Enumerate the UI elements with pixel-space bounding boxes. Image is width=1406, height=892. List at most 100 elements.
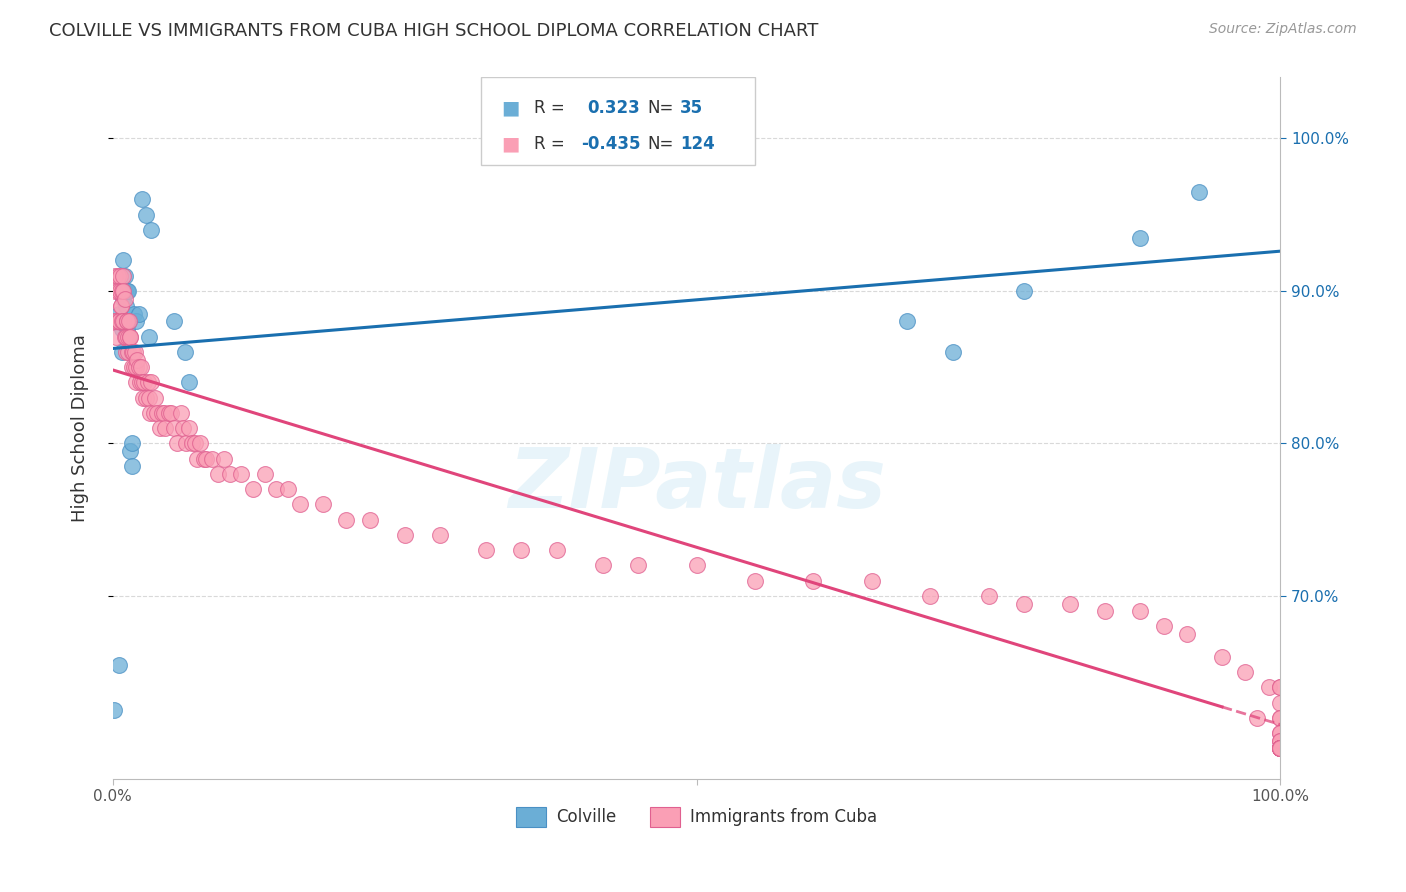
Point <box>1188 185 1211 199</box>
Point <box>1270 726 1292 740</box>
Point <box>242 482 264 496</box>
Point <box>114 329 136 343</box>
Point <box>942 345 965 359</box>
Point <box>253 467 276 481</box>
Text: 124: 124 <box>681 135 716 153</box>
Point <box>128 360 150 375</box>
Point <box>212 451 235 466</box>
Point <box>231 467 253 481</box>
Point <box>1270 741 1292 756</box>
Point <box>125 314 148 328</box>
Point <box>335 513 357 527</box>
Point <box>1012 284 1035 298</box>
Point <box>359 513 381 527</box>
Point <box>429 528 451 542</box>
Point <box>166 436 188 450</box>
Point <box>685 558 707 573</box>
Point <box>157 406 180 420</box>
Text: N=: N= <box>648 135 673 153</box>
Point <box>124 345 146 359</box>
Point <box>135 391 157 405</box>
Point <box>121 459 143 474</box>
Point <box>1270 741 1292 756</box>
Text: R =: R = <box>534 99 565 117</box>
Point <box>132 391 155 405</box>
Point <box>592 558 614 573</box>
FancyBboxPatch shape <box>481 78 755 165</box>
Point <box>312 498 335 512</box>
Point <box>1211 649 1233 664</box>
Point <box>1270 711 1292 725</box>
Point <box>1270 741 1292 756</box>
Point <box>138 391 160 405</box>
Point <box>139 406 162 420</box>
Point <box>155 421 177 435</box>
Point <box>183 436 205 450</box>
Point <box>266 482 288 496</box>
Point <box>112 314 135 328</box>
Point <box>110 299 132 313</box>
Point <box>153 406 176 420</box>
Point <box>121 360 143 375</box>
Point <box>138 329 160 343</box>
Point <box>150 406 173 420</box>
Point <box>1270 741 1292 756</box>
Point <box>112 292 135 306</box>
Point <box>107 314 129 328</box>
Point <box>162 314 184 328</box>
Point <box>1270 733 1292 747</box>
Point <box>120 329 142 343</box>
Point <box>127 352 149 367</box>
Text: R =: R = <box>534 135 565 153</box>
Point <box>1270 681 1292 695</box>
Point <box>860 574 883 588</box>
Point <box>177 376 200 390</box>
Point <box>121 345 143 359</box>
Point <box>1270 711 1292 725</box>
Point <box>111 345 134 359</box>
Text: ■: ■ <box>502 98 520 117</box>
Point <box>896 314 918 328</box>
Text: Source: ZipAtlas.com: Source: ZipAtlas.com <box>1209 22 1357 37</box>
Point <box>160 406 183 420</box>
Point <box>546 543 568 558</box>
Point <box>122 360 145 375</box>
Point <box>112 253 135 268</box>
Text: N=: N= <box>648 99 673 117</box>
Point <box>1175 627 1198 641</box>
Point <box>475 543 498 558</box>
Point <box>108 284 131 298</box>
Point <box>122 307 145 321</box>
Point <box>1270 741 1292 756</box>
Text: COLVILLE VS IMMIGRANTS FROM CUBA HIGH SCHOOL DIPLOMA CORRELATION CHART: COLVILLE VS IMMIGRANTS FROM CUBA HIGH SC… <box>49 22 818 40</box>
Point <box>172 421 194 435</box>
Point <box>121 345 143 359</box>
Text: 0.323: 0.323 <box>586 99 640 117</box>
Point <box>121 436 143 450</box>
Point <box>146 406 169 420</box>
Point <box>114 268 136 283</box>
Point <box>177 421 200 435</box>
Point <box>1246 711 1268 725</box>
Point <box>1129 230 1152 244</box>
Point <box>148 421 170 435</box>
Point <box>112 284 135 298</box>
Text: ZIPatlas: ZIPatlas <box>508 444 886 524</box>
Point <box>510 543 533 558</box>
Point <box>125 376 148 390</box>
Point <box>103 314 125 328</box>
Point <box>174 345 197 359</box>
Point <box>115 322 138 336</box>
Point <box>104 268 127 283</box>
Point <box>1094 604 1116 618</box>
Point <box>1270 741 1292 756</box>
Point <box>111 314 134 328</box>
Point <box>107 657 129 672</box>
Point <box>627 558 650 573</box>
Point <box>112 314 135 328</box>
Point <box>104 284 127 298</box>
Point <box>186 451 208 466</box>
Point <box>115 284 138 298</box>
Point <box>118 314 141 328</box>
Point <box>131 193 153 207</box>
